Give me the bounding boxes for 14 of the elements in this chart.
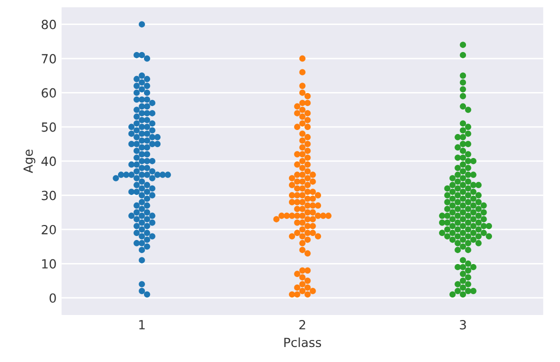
y-tick-label: 40 bbox=[41, 156, 56, 166]
y-tick-label: 10 bbox=[42, 259, 56, 269]
y-tick-label: 0 bbox=[50, 293, 56, 303]
y-tick-label: 50 bbox=[42, 122, 56, 132]
y-tick-label: 30 bbox=[42, 190, 56, 200]
x-tick-label: 1 bbox=[139, 320, 145, 330]
y-tick-label: 80 bbox=[42, 20, 56, 30]
y-tick-label: 70 bbox=[42, 54, 56, 64]
y-tick-label: 20 bbox=[42, 224, 56, 234]
x-tick-label: 2 bbox=[299, 320, 306, 330]
x-tick-label: 3 bbox=[460, 320, 466, 330]
y-axis-title: Age bbox=[24, 150, 36, 174]
x-axis-title: Pclass bbox=[284, 337, 322, 348]
y-tick-label: 60 bbox=[42, 88, 56, 98]
